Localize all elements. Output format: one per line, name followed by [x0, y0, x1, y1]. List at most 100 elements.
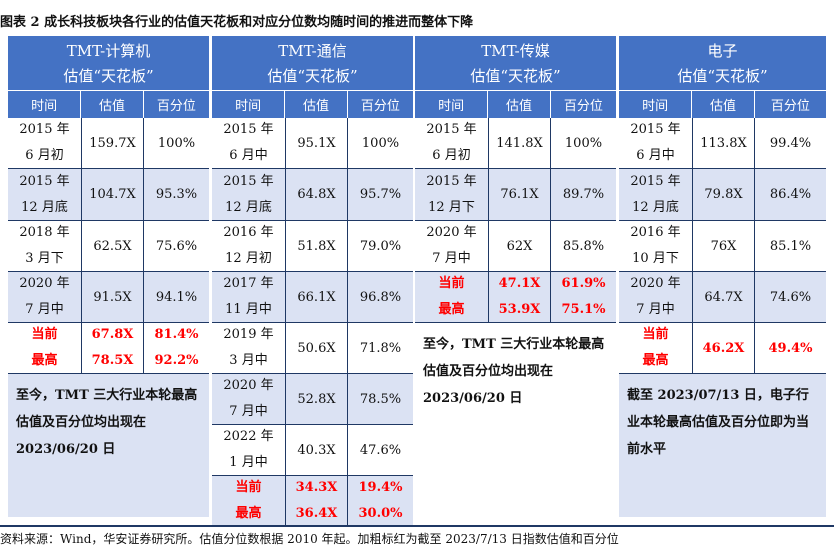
val-cell: 62X [488, 221, 550, 271]
current-val: 34.3X [295, 480, 338, 495]
current-val: 47.1X [498, 276, 541, 291]
time-year: 2020 年 [630, 276, 681, 291]
panel-sub: 估值“天花板” [63, 67, 154, 85]
time-year: 2022 年 [223, 429, 274, 444]
val-cell: 159.7X [81, 118, 143, 168]
table-row: 2018 年 3 月下 62.5X 75.6% [8, 221, 209, 272]
time-year: 2015 年 [426, 122, 477, 137]
current-row: 当前 最高 46.2X 49.4% [619, 323, 826, 374]
time-year: 2020 年 [223, 378, 274, 393]
panel-sub: 估值“天花板” [677, 67, 768, 85]
panel-media: TMT-传媒 估值“天花板” 时间 估值 百分位 2015 年 6 月初 141.… [415, 36, 616, 517]
panel-header: TMT-计算机 估值“天花板” [8, 36, 209, 90]
col-val: 估值 [487, 91, 549, 118]
panel-note: 至今，TMT 三大行业本轮最高估值及百分位均出现在 2023/06/20 日 [415, 323, 616, 517]
val-cell: 104.7X [81, 169, 143, 220]
pct-cell: 100% [143, 118, 209, 168]
pct-cell: 79.0% [347, 221, 413, 271]
panel-name: TMT-通信 [278, 42, 347, 60]
col-val: 估值 [284, 91, 346, 118]
panel-telecom: TMT-通信 估值“天花板” 时间 估值 百分位 2015 年 6 月中 95.1… [212, 36, 413, 527]
table-row: 2015 年 6 月初 141.8X 100% [415, 118, 616, 169]
val-cell: 79.8X [692, 169, 754, 220]
time-month: 6 月初 [432, 148, 471, 163]
current-label: 当前 [235, 480, 262, 495]
table-row: 2020 年 7 月中 64.7X 74.6% [619, 272, 826, 323]
highest-label: 最高 [642, 353, 669, 368]
current-label: 当前 [31, 327, 58, 342]
current-val: 46.2X [692, 323, 754, 373]
col-time: 时间 [31, 99, 58, 114]
table-row: 2015 年 12 月底 79.8X 86.4% [619, 169, 826, 221]
column-headers: 时间 估值 百分位 [619, 90, 826, 118]
pct-cell: 47.6% [347, 425, 413, 475]
panel-name: 电子 [707, 42, 738, 60]
val-cell: 64.7X [692, 272, 754, 322]
col-pct: 百分位 [142, 91, 209, 118]
highest-pct: 92.2% [154, 353, 199, 368]
table-row: 2020 年 7 月中 91.5X 94.1% [8, 272, 209, 323]
time-year: 2016 年 [223, 225, 274, 240]
table-row: 2016 年 10 月下 76X 85.1% [619, 221, 826, 272]
pct-cell: 94.1% [143, 272, 209, 322]
panel-note: 至今，TMT 三大行业本轮最高估值及百分位均出现在 2023/06/20 日 [8, 374, 209, 517]
time-year: 2020 年 [19, 276, 70, 291]
time-month: 3 月下 [25, 251, 64, 266]
time-year: 2019 年 [223, 327, 274, 342]
col-pct: 百分位 [549, 91, 616, 118]
current-row: 当前 最高 67.8X 78.5X 81.4% 92.2% [8, 323, 209, 374]
time-year: 2015 年 [223, 173, 274, 189]
col-time: 时间 [235, 99, 262, 114]
panel-header: 电子 估值“天花板” [619, 36, 826, 90]
table-row: 2020 年 7 月中 62X 85.8% [415, 221, 616, 272]
pct-cell: 95.3% [143, 169, 209, 220]
pct-cell: 99.4% [754, 118, 826, 168]
panel-note: 截至 2023/07/13 日，电子行业本轮最高估值及百分位即为当前水平 [619, 374, 826, 517]
current-label: 当前 [438, 276, 465, 291]
panel-name: TMT-传媒 [481, 42, 550, 60]
val-cell: 66.1X [285, 272, 347, 322]
highest-pct: 75.1% [561, 302, 606, 317]
col-val: 估值 [691, 91, 753, 118]
time-month: 6 月初 [25, 148, 64, 163]
time-month: 6 月中 [229, 148, 268, 163]
current-row: 当前 最高 47.1X 53.9X 61.9% 75.1% [415, 272, 616, 323]
pct-cell: 71.8% [347, 323, 413, 373]
table-row: 2017 年 11 月中 66.1X 96.8% [212, 272, 413, 323]
table-row: 2015 年 12 月底 64.8X 95.7% [212, 169, 413, 221]
panel-electronics: 电子 估值“天花板” 时间 估值 百分位 2015 年 6 月中 113.8X 9… [619, 36, 826, 517]
time-year: 2015 年 [630, 173, 681, 189]
pct-cell: 85.1% [754, 221, 826, 271]
col-time: 时间 [642, 99, 669, 114]
table-row: 2015 年 6 月初 159.7X 100% [8, 118, 209, 169]
val-cell: 62.5X [81, 221, 143, 271]
column-headers: 时间 估值 百分位 [415, 90, 616, 118]
highest-val: 36.4X [295, 506, 338, 521]
val-cell: 91.5X [81, 272, 143, 322]
time-year: 2015 年 [223, 122, 274, 137]
column-headers: 时间 估值 百分位 [212, 90, 413, 118]
val-cell: 141.8X [488, 118, 550, 168]
bottom-rule [0, 525, 834, 527]
pct-cell: 74.6% [754, 272, 826, 322]
panel-sub: 估值“天花板” [470, 67, 561, 85]
col-pct: 百分位 [346, 91, 413, 118]
pct-cell: 86.4% [754, 169, 826, 220]
pct-cell: 89.7% [550, 169, 616, 220]
highest-label: 最高 [235, 506, 262, 521]
highest-label: 最高 [438, 302, 465, 317]
source-note: 资料来源：Wind，华安证券研究所。估值分位数根据 2010 年起。加粗标红为截… [0, 532, 619, 546]
highest-pct: 30.0% [358, 506, 403, 521]
panel-computer: TMT-计算机 估值“天花板” 时间 估值 百分位 2015 年 6 月初 159… [8, 36, 209, 517]
pct-cell: 75.6% [143, 221, 209, 271]
val-cell: 64.8X [285, 169, 347, 220]
current-pct: 61.9% [561, 276, 606, 291]
column-headers: 时间 估值 百分位 [8, 90, 209, 118]
time-year: 2016 年 [630, 225, 681, 240]
col-time: 时间 [438, 99, 465, 114]
table-row: 2015 年 6 月中 113.8X 99.4% [619, 118, 826, 169]
table-row: 2016 年 12 月初 51.8X 79.0% [212, 221, 413, 272]
val-cell: 76.1X [488, 169, 550, 220]
current-label: 当前 [642, 327, 669, 342]
figure-title: 图表 2 成长科技板块各行业的估值天花板和对应分位数均随时间的推进而整体下降 [0, 15, 474, 30]
